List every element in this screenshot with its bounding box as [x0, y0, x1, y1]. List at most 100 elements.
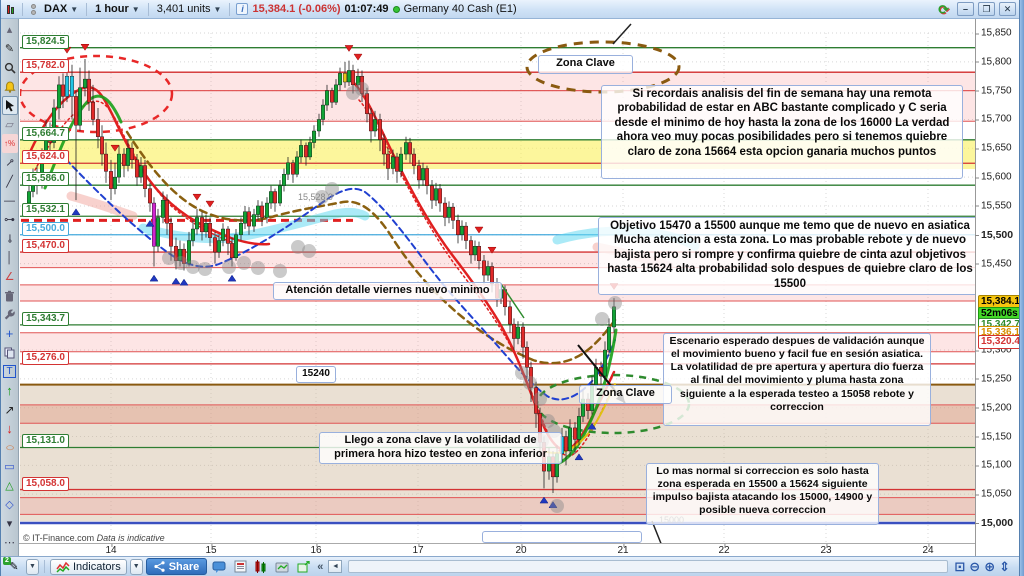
divider	[147, 2, 149, 16]
price-axis[interactable]: 15,850 15,800 15,750 15,700 15,650 15,600 15,5…	[974, 19, 1023, 556]
indicators-label: Indicators	[73, 560, 121, 573]
objetivo-note[interactable]: Objetivo 15470 a 15500 aunque me temo qu…	[598, 217, 982, 295]
zona-clave-top-label[interactable]: Zona Clave	[538, 55, 633, 74]
llego-note[interactable]: Llego a zona clave y la volatilidad de p…	[319, 432, 562, 464]
restore-button[interactable]: ❐	[978, 2, 995, 16]
ellipse-tool-icon[interactable]: ○	[4, 441, 15, 454]
ruler-tool-icon[interactable]: ▱	[5, 119, 14, 131]
designs-pencil-icon[interactable]: ✎ 2	[3, 556, 19, 573]
more-tools-icon[interactable]: ⋯	[4, 537, 15, 549]
panel-options-icon[interactable]	[29, 3, 38, 15]
vertical-line-icon[interactable]: │	[6, 251, 13, 264]
window-frame-edge	[1019, 0, 1024, 576]
escenario-note[interactable]: Escenario esperado despues de validación…	[663, 333, 931, 426]
arrow-up-icon[interactable]: ↑	[6, 383, 13, 398]
time-axis-label: 16	[310, 544, 322, 556]
divider	[22, 2, 23, 16]
chart-canvas[interactable]: 15,824.5 15,782.0 15,664.7 15,624.0 15,586.0…	[1, 19, 1023, 556]
price-axis-label: 15,050	[975, 488, 1012, 500]
move-tool-icon[interactable]: +	[5, 326, 14, 341]
zona-clave-mid-label[interactable]: Zona Clave	[579, 385, 672, 404]
settings-wrench-icon[interactable]	[2, 305, 18, 324]
diamond-tool-icon[interactable]: ◇	[5, 499, 14, 511]
shapes-dropdown-icon[interactable]: ▾	[6, 518, 13, 530]
triangle-tool-icon[interactable]: △	[5, 480, 14, 492]
chevron-down-icon: ▼	[70, 4, 79, 14]
time-axis-label: 15	[205, 544, 217, 556]
zoom-in-icon[interactable]: ⊕	[984, 559, 996, 574]
horizontal-scrollbar[interactable]	[348, 560, 949, 573]
collapse-toolbar-icon[interactable]: ▴	[6, 24, 13, 36]
pencil-draw-icon[interactable]: ✎	[4, 43, 15, 55]
divider	[229, 2, 231, 16]
vertical-fit-icon[interactable]: ⇕	[999, 559, 1010, 574]
timeframe-label: 1 hour	[95, 3, 129, 15]
price-level-tag: 15,276.0	[22, 350, 69, 365]
clipped-bottom-note[interactable]	[482, 531, 642, 543]
price-axis-label: 15,650	[975, 142, 1012, 154]
info-icon[interactable]: i	[236, 3, 249, 15]
collapse-toolbar-icon[interactable]: «	[317, 560, 324, 573]
pointer-tool-icon[interactable]	[1, 96, 18, 115]
atencion-note[interactable]: Atención detalle viernes nuevo minimo	[273, 282, 502, 300]
symbol-select[interactable]: DAX ▼	[42, 3, 80, 15]
time-axis-label: 14	[105, 544, 117, 556]
angle-tool-icon[interactable]: ∠	[4, 271, 15, 283]
indicators-dropdown-icon[interactable]: ▼	[129, 558, 143, 575]
trendline-icon[interactable]: ╱	[6, 176, 13, 188]
indicators-button[interactable]: Indicators	[50, 558, 127, 575]
zoom-out-icon[interactable]: ⊖	[969, 559, 981, 574]
market-name: Germany 40 Cash (E1)	[403, 3, 517, 15]
price-axis-label: 15,450	[975, 258, 1012, 270]
text-tool-icon[interactable]: T	[3, 365, 16, 378]
refresh-icon[interactable]: ⟳	[938, 1, 949, 17]
time-axis[interactable]: 14 15 16 17 20 21 22 23 24	[1, 543, 975, 556]
chevron-down-icon: ▼	[213, 4, 222, 14]
percent-change-icon[interactable]: ↑%	[1, 134, 18, 153]
normal-note[interactable]: Lo mas normal si correccion es solo hast…	[646, 463, 879, 525]
instrument-toolbar: DAX ▼ 1 hour ▼ 3,401 units ▼ i 15,384.1 (-0…	[1, 0, 1020, 19]
price-level-tag: 15,824.5	[22, 34, 69, 49]
compare-charts-icon[interactable]	[252, 559, 270, 575]
horizontal-line-icon[interactable]: —	[4, 194, 15, 207]
price-level-tag: 15,664.7	[22, 126, 69, 141]
scroll-left-button[interactable]: ◄	[328, 560, 343, 573]
duplicate-tool-icon[interactable]	[2, 343, 18, 362]
time-axis-label: 20	[515, 544, 527, 556]
alert-bell-icon[interactable]	[2, 77, 18, 96]
arrow-diagonal-icon[interactable]: ↗	[4, 402, 15, 417]
zoom-tool-icon[interactable]	[2, 58, 18, 77]
weekend-analysis-note[interactable]: Si recordais analisis del fin de semana …	[601, 85, 963, 179]
price-axis-label: 15,000	[974, 517, 1014, 529]
chat-icon[interactable]	[210, 559, 228, 575]
time-axis-label: 24	[922, 544, 934, 556]
close-button[interactable]: ✕	[999, 2, 1016, 16]
minimize-button[interactable]: –	[957, 2, 974, 16]
arrow-down-icon[interactable]: ↓	[6, 421, 13, 436]
designs-dropdown-icon[interactable]: ▼	[26, 558, 39, 575]
news-icon[interactable]	[231, 559, 249, 575]
price-level-tag: 15,131.0	[22, 434, 69, 449]
price-axis-label: 15,250	[975, 373, 1012, 385]
price-axis-label: 15,500	[974, 228, 1014, 241]
share-icon	[154, 561, 165, 572]
horizontal-segment-icon[interactable]: ⊶	[4, 214, 15, 226]
price-axis-tag: 15,320.4	[978, 335, 1023, 349]
price-level-tag: 15,586.0	[22, 172, 69, 187]
share-button[interactable]: Share	[145, 558, 208, 575]
units-select[interactable]: 3,401 units ▼	[155, 3, 224, 15]
price-level-tag: 15,343.7	[22, 311, 69, 326]
price-axis-label: 15,100	[975, 459, 1012, 471]
price-level-tag: 15,624.0	[22, 150, 69, 165]
delete-drawing-icon[interactable]	[2, 286, 18, 305]
designs-count-badge: 2	[3, 556, 11, 565]
timeframe-select[interactable]: 1 hour ▼	[93, 3, 142, 15]
vertical-segment-icon[interactable]: ⊸	[3, 233, 15, 244]
rectangle-tool-icon[interactable]: ▭	[4, 461, 15, 473]
chart-style-icon[interactable]	[5, 4, 16, 14]
time-axis-label: 22	[718, 544, 730, 556]
level-15240-label[interactable]: 15240	[296, 366, 336, 383]
detach-window-icon[interactable]	[294, 559, 312, 575]
zoom-fit-icon[interactable]: ⊡	[954, 559, 966, 574]
snapshot-icon[interactable]	[273, 559, 291, 575]
